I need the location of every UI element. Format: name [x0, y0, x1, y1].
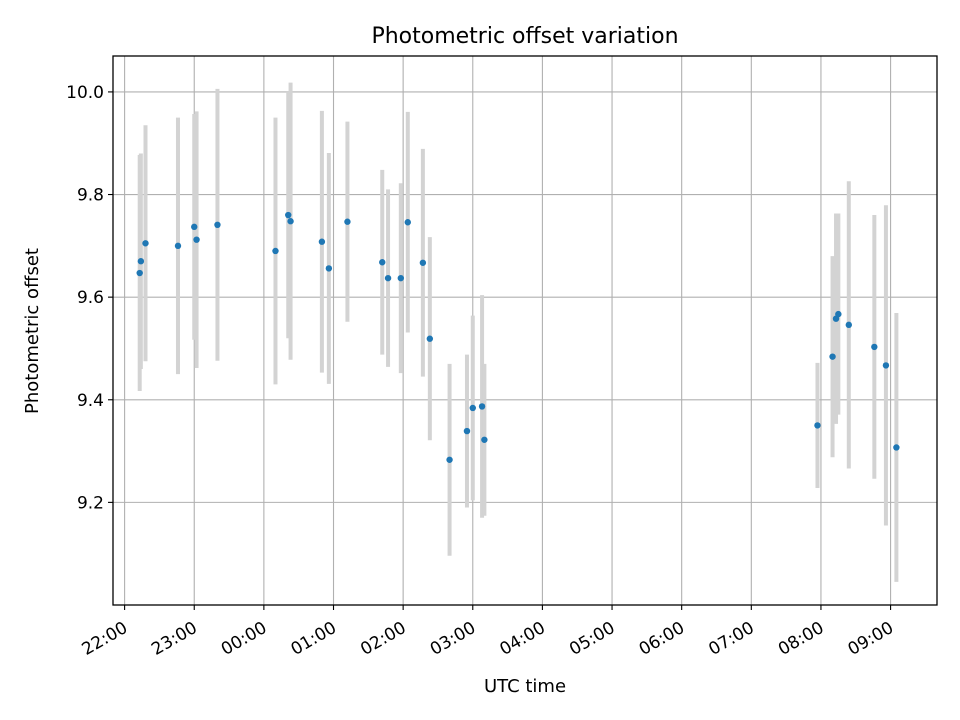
data-point [193, 236, 200, 243]
y-axis: 9.2 9.4 9.6 9.8 10.0 [66, 83, 113, 513]
data-point [463, 427, 471, 435]
data-point [835, 310, 842, 318]
data-point [379, 259, 386, 266]
y-tick-label: 9.4 [77, 391, 104, 411]
data-point [404, 219, 411, 226]
data-point [191, 223, 198, 231]
data-point [174, 242, 182, 250]
data-point [845, 321, 852, 329]
data-point [344, 218, 351, 225]
data-point [814, 422, 821, 429]
data-point [481, 436, 488, 443]
data-point [446, 456, 453, 463]
y-tick-label: 9.8 [77, 186, 104, 206]
data-point [893, 444, 900, 451]
data-point [136, 269, 143, 277]
data-point [318, 238, 326, 245]
data-point [384, 274, 392, 282]
data-points [136, 211, 900, 463]
data-point [882, 362, 890, 369]
chart-title: Photometric offset variation [371, 24, 678, 49]
data-point [871, 343, 878, 351]
data-point [419, 259, 427, 266]
data-point [214, 221, 221, 229]
data-point [287, 218, 294, 225]
y-tick-label: 9.6 [77, 288, 104, 308]
y-tick-label: 9.2 [77, 493, 104, 513]
grid [113, 56, 937, 605]
data-point [426, 335, 434, 342]
x-axis-label: UTC time [484, 676, 566, 697]
data-point [469, 404, 476, 412]
data-point [285, 211, 292, 219]
data-point [137, 258, 145, 265]
data-point [829, 353, 836, 360]
data-point [478, 403, 486, 410]
y-tick-label: 10.0 [66, 83, 104, 103]
data-point [397, 274, 405, 282]
y-axis-label: Photometric offset [22, 248, 43, 414]
data-point [142, 240, 149, 247]
data-point [325, 265, 333, 272]
data-point [272, 247, 279, 255]
plot-frame [112, 55, 938, 606]
